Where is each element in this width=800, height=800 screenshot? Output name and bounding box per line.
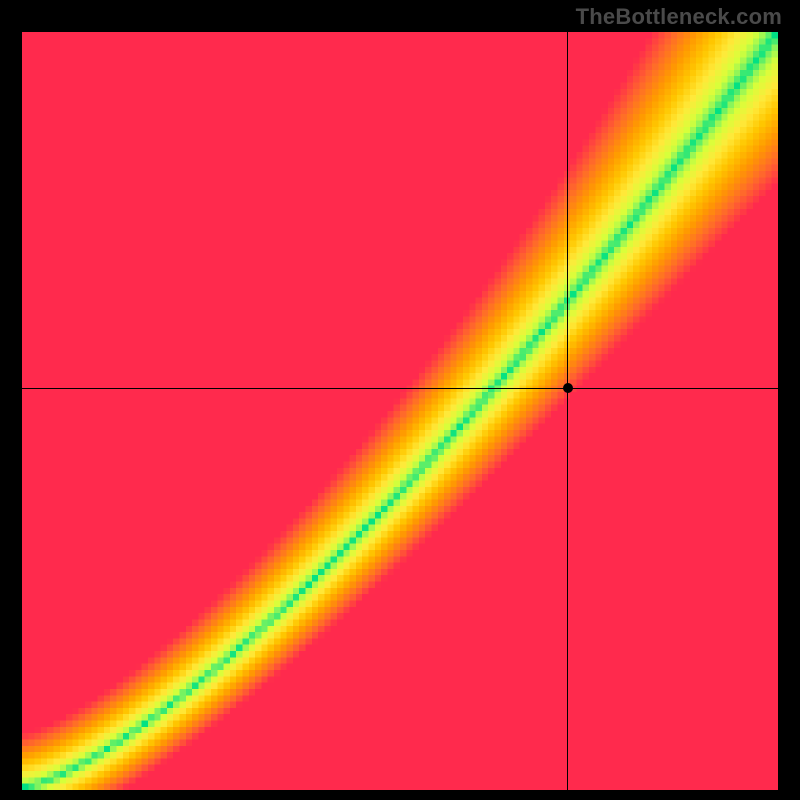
crosshair-horizontal bbox=[22, 388, 778, 389]
watermark-text: TheBottleneck.com bbox=[576, 4, 782, 30]
heatmap-canvas bbox=[22, 32, 778, 790]
chart-container: TheBottleneck.com bbox=[0, 0, 800, 800]
crosshair-vertical bbox=[567, 32, 568, 790]
